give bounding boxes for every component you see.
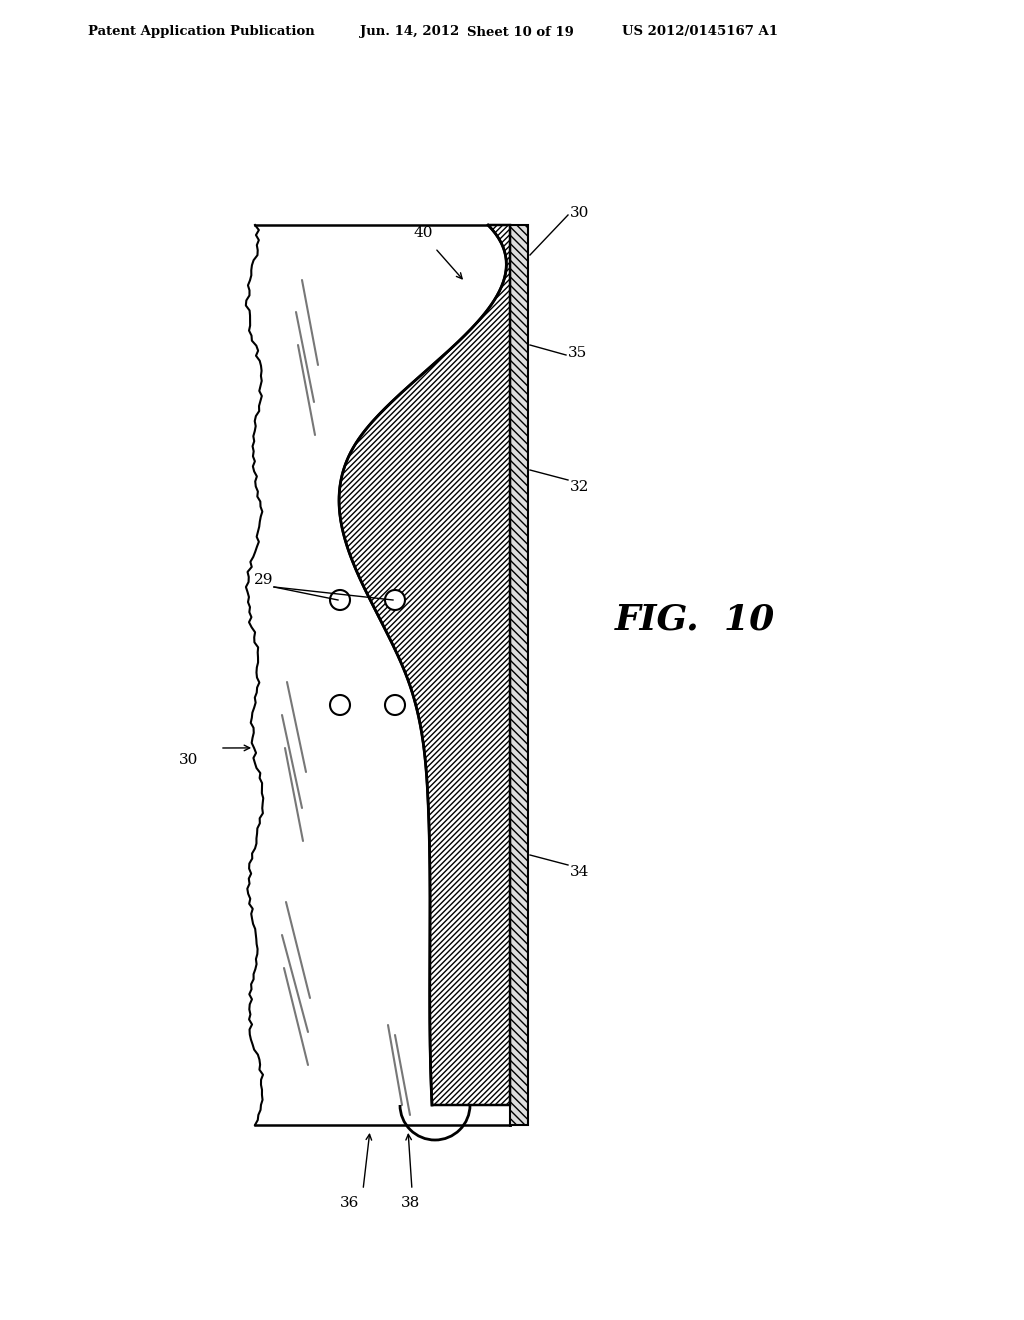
Circle shape	[330, 696, 350, 715]
Polygon shape	[510, 224, 528, 1125]
Text: Patent Application Publication: Patent Application Publication	[88, 25, 314, 38]
Text: 38: 38	[400, 1196, 420, 1210]
Circle shape	[330, 590, 350, 610]
Circle shape	[385, 590, 406, 610]
Text: 30: 30	[570, 206, 590, 220]
Text: Jun. 14, 2012: Jun. 14, 2012	[360, 25, 459, 38]
Polygon shape	[339, 224, 510, 1105]
Text: US 2012/0145167 A1: US 2012/0145167 A1	[622, 25, 778, 38]
Text: 40: 40	[414, 226, 433, 240]
Text: 32: 32	[570, 480, 590, 494]
Text: 29: 29	[254, 573, 273, 587]
Text: 34: 34	[570, 865, 590, 879]
Circle shape	[385, 696, 406, 715]
Text: 36: 36	[340, 1196, 359, 1210]
Text: FIG.  10: FIG. 10	[615, 603, 775, 638]
Text: Sheet 10 of 19: Sheet 10 of 19	[467, 25, 573, 38]
Text: 35: 35	[568, 346, 587, 360]
Text: 30: 30	[178, 752, 198, 767]
